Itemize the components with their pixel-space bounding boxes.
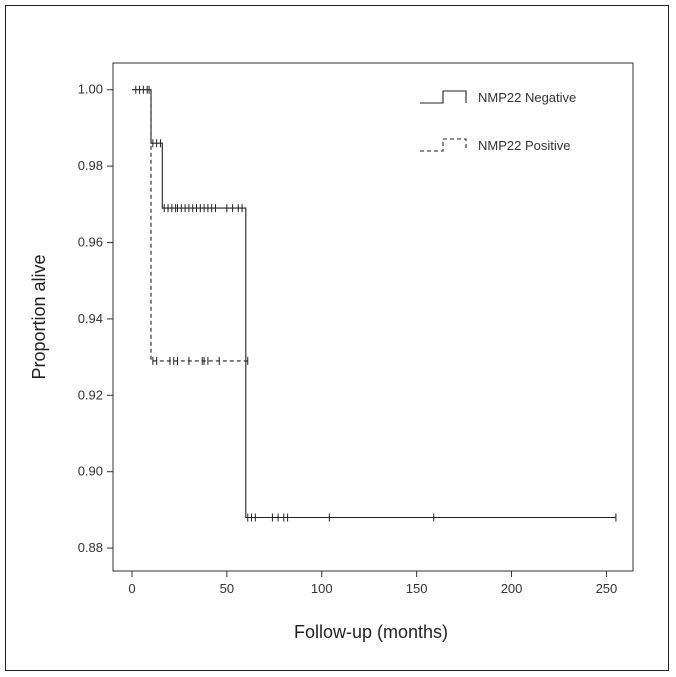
- x-axis-title: Follow-up (months): [294, 622, 448, 642]
- y-tick-label: 1.00: [78, 82, 103, 97]
- series-line-positive: [150, 89, 248, 362]
- y-tick-label: 0.92: [78, 387, 103, 402]
- legend-symbol: [420, 90, 467, 104]
- y-tick-label: 0.90: [78, 464, 103, 479]
- x-axis-ticks: 0 50 100 150 200 250: [128, 571, 617, 596]
- x-tick-label: 150: [406, 581, 428, 596]
- legend-symbol: [420, 138, 467, 152]
- plot-area-border: [112, 62, 634, 572]
- x-tick-label: 200: [501, 581, 523, 596]
- legend-label: NMP22 Negative: [478, 90, 576, 105]
- y-tick-label: 0.98: [78, 158, 103, 173]
- censor-marks: [135, 85, 617, 522]
- y-tick-label: 0.96: [78, 235, 103, 250]
- survival-curves: [132, 89, 616, 519]
- series-line-negative: [132, 89, 616, 519]
- legend: NMP22 Negative NMP22 Positive: [420, 90, 576, 153]
- x-tick-label: 50: [220, 581, 234, 596]
- x-tick-label: 250: [596, 581, 618, 596]
- y-axis-title: Proportion alive: [29, 254, 49, 379]
- y-tick-label: 0.94: [78, 311, 103, 326]
- x-tick-label: 100: [311, 581, 333, 596]
- y-axis-ticks: 0.88 0.90 0.92 0.94 0.96 0.98 1.00: [78, 82, 113, 555]
- legend-label: NMP22 Positive: [478, 138, 570, 153]
- x-tick-label: 0: [128, 581, 135, 596]
- figure-frame: [5, 5, 669, 671]
- y-tick-label: 0.88: [78, 540, 103, 555]
